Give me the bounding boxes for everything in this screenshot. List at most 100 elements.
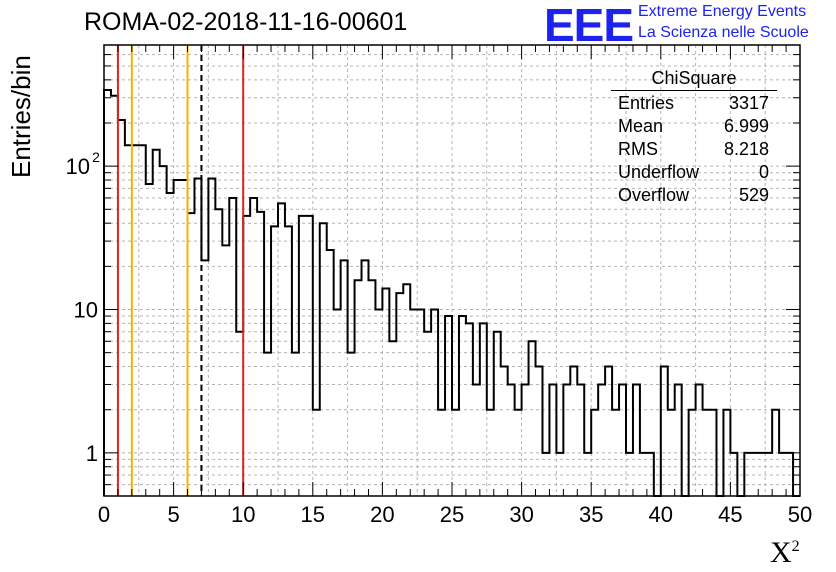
histogram-bin: [181, 180, 188, 496]
histogram-bin: [633, 384, 640, 496]
stats-row-mean: Mean 6.999: [611, 115, 777, 138]
histogram-bin: [744, 453, 751, 496]
histogram-bin: [403, 284, 410, 496]
chart-title: ROMA-02-2018-11-16-00601: [84, 8, 408, 36]
stats-row-overflow: Overflow 529: [611, 184, 777, 207]
x-tick-label: 40: [649, 502, 673, 527]
histogram-bin: [786, 453, 793, 496]
histogram-bin: [299, 216, 306, 496]
histogram-bin: [703, 410, 710, 496]
histogram-bin: [313, 410, 320, 496]
histogram-bin: [111, 96, 118, 496]
x-tick-label: 0: [98, 502, 110, 527]
histogram-bin: [194, 179, 201, 496]
histogram-bin: [529, 341, 536, 496]
histogram-bin: [563, 384, 570, 496]
histogram-bin: [772, 410, 779, 496]
histogram-bin: [522, 384, 529, 496]
histogram-bin: [410, 309, 417, 496]
histogram-bin: [229, 198, 236, 496]
histogram-bin: [473, 384, 480, 496]
histogram-bin: [459, 316, 466, 496]
y-tick-label: 1: [86, 441, 98, 466]
x-tick-label: 10: [231, 502, 255, 527]
histogram-bin: [188, 213, 195, 496]
histogram-bin: [758, 453, 765, 496]
stats-value: 3317: [728, 93, 769, 113]
histogram-bin: [661, 367, 668, 496]
histogram-bin: [160, 166, 167, 496]
y-axis-label: Entries/bin: [6, 55, 36, 178]
stats-value: 0: [758, 162, 769, 182]
histogram-outline: [103, 88, 800, 497]
x-tick-label: 45: [718, 502, 742, 527]
histogram-bin: [424, 332, 431, 496]
stats-row-underflow: Underflow 0: [611, 161, 777, 184]
histogram-bin: [452, 410, 459, 496]
x-tick-label: 35: [579, 502, 603, 527]
x-axis-label: X2: [770, 536, 800, 569]
histogram-bin: [612, 410, 619, 496]
histogram-bin: [647, 453, 654, 496]
histogram-bin: [257, 212, 264, 496]
histogram-bin: [515, 410, 522, 496]
histogram-bin: [619, 384, 626, 496]
histogram-bin: [201, 260, 208, 496]
histogram-bin: [243, 216, 250, 496]
histogram-bin: [334, 309, 341, 496]
histogram-bin: [549, 384, 556, 496]
histogram-bin: [362, 260, 369, 496]
histogram-bin: [153, 150, 160, 496]
x-tick-label: 15: [301, 502, 325, 527]
histogram-bin: [104, 90, 111, 496]
histogram-bin: [584, 453, 591, 496]
histogram-bin: [327, 250, 334, 496]
histogram-bin: [723, 410, 730, 496]
histogram-bin: [598, 384, 605, 496]
histogram-bin: [215, 209, 222, 496]
stats-box: ChiSquare Entries 3317 Mean 6.999 RMS 8.…: [611, 67, 777, 207]
histogram-bin: [389, 341, 396, 496]
x-tick-label: 50: [788, 502, 812, 527]
histogram-bin: [271, 226, 278, 496]
x-tick-label: 20: [370, 502, 394, 527]
histogram-bin: [146, 184, 153, 496]
histogram-bin: [264, 353, 271, 496]
histogram-bin: [466, 323, 473, 496]
histogram-bin: [250, 198, 257, 496]
histogram-bin: [341, 260, 348, 496]
histogram-bin: [222, 245, 229, 496]
histogram-bin: [765, 453, 772, 496]
histogram-bin: [132, 145, 139, 496]
stats-value: 8.218: [723, 139, 769, 159]
histogram-bin: [480, 323, 487, 496]
histogram-bin: [536, 367, 543, 496]
histogram-bin: [382, 289, 389, 496]
histogram-bin: [570, 367, 577, 496]
histogram-bin: [445, 316, 452, 496]
logo-line-1: Extreme Energy Events: [638, 3, 807, 20]
x-tick-label: 25: [440, 502, 464, 527]
histogram-bin: [696, 384, 703, 496]
stats-label: RMS: [618, 139, 658, 159]
eee-logo: EEE: [544, 0, 634, 51]
histogram-bin: [577, 384, 584, 496]
histogram-bin: [501, 367, 508, 496]
stats-label: Mean: [618, 116, 664, 136]
histogram-bin: [278, 203, 285, 496]
histogram-bin: [306, 216, 313, 496]
histogram-bin: [689, 410, 696, 496]
stats-value: 6.999: [723, 116, 769, 136]
logo-line-2: La Scienza nelle Scuole: [638, 24, 809, 41]
histogram-bin: [285, 226, 292, 496]
histogram-bin: [779, 453, 786, 496]
histogram-bin: [438, 410, 445, 496]
histogram-bin: [174, 180, 181, 496]
histogram-bin: [118, 120, 125, 496]
histogram-bin: [730, 453, 737, 496]
histogram-bin: [375, 309, 382, 496]
x-tick-label: 5: [167, 502, 179, 527]
histogram-bin: [431, 309, 438, 496]
histogram-bin: [355, 280, 362, 496]
